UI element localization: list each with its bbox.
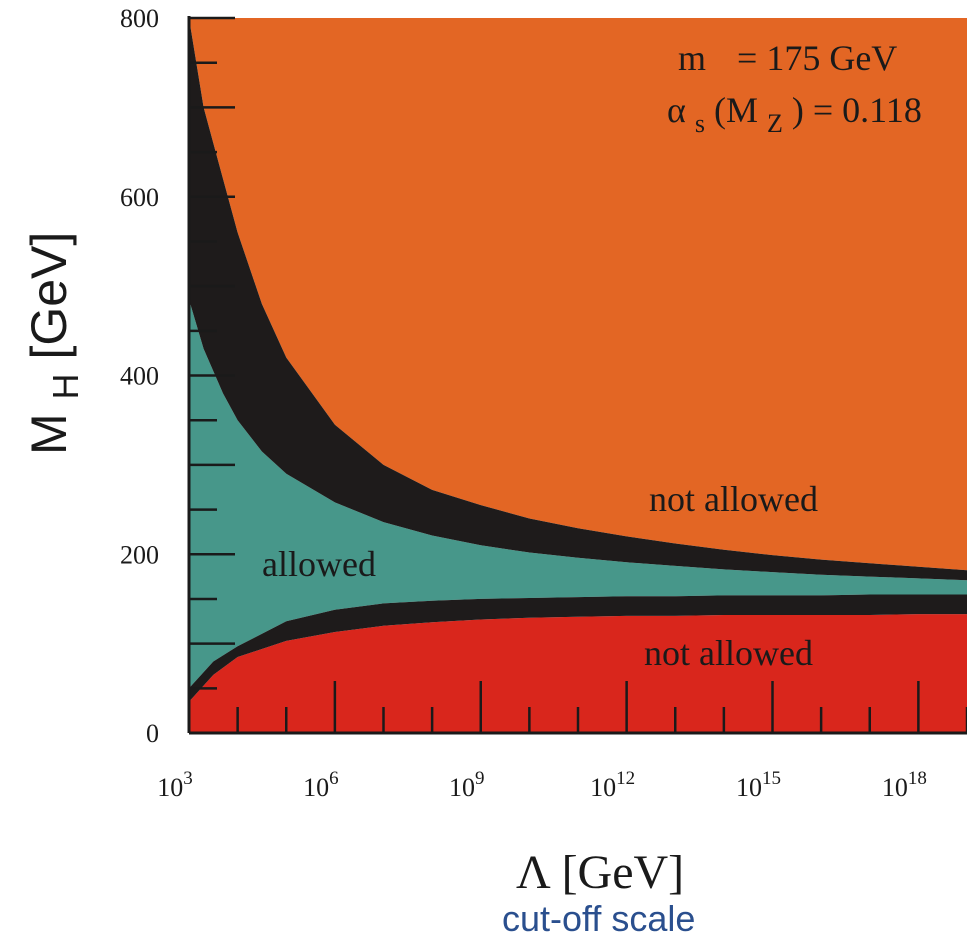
y-tick-label: 800 [120, 4, 159, 33]
y-axis-label-unit: [GeV] [21, 232, 77, 360]
param-alpha-symbol: α [667, 90, 686, 130]
region-label-allowed: allowed [262, 544, 376, 584]
y-axis-label-main: M [21, 413, 77, 455]
chart-ticks: 0 200 400 600 800 103 106 109 1012 1015 1018 [120, 4, 967, 802]
y-axis-label-sub: H [45, 373, 86, 399]
x-tick-label: 1015 [736, 768, 781, 802]
parameter-annotation: m = 175 GeV α s (M Z ) = 0.118 [667, 38, 922, 140]
region-allowed [189, 299, 967, 689]
y-tick-label: 600 [120, 183, 159, 212]
band-lower-bound [189, 594, 967, 702]
region-label-not-allowed-upper: not allowed [649, 479, 818, 519]
svg-text:α s (M Z: α s (M Z ) = 0.118 [667, 90, 922, 140]
x-axis-label: Λ [GeV] [516, 846, 684, 899]
param-alpha-close: ) = 0.118 [792, 90, 922, 130]
svg-text:m = 175 GeV: m = 175 GeV [678, 38, 897, 78]
y-tick-label: 200 [120, 540, 159, 569]
svg-text:M H [GeV]: M H [GeV] [21, 232, 89, 455]
param-mass-value: = 175 GeV [737, 38, 897, 78]
x-tick-label: 1012 [590, 768, 635, 802]
x-tick-label: 1018 [882, 768, 927, 802]
region-label-not-allowed-lower: not allowed [644, 633, 813, 673]
region-not-allowed-upper [189, 18, 967, 571]
chart-bands [189, 18, 967, 702]
x-tick-label: 109 [449, 768, 485, 802]
param-alpha-sub: s [695, 109, 705, 138]
x-axis-subtitle: cut-off scale [502, 898, 695, 938]
param-alpha-open: (M [714, 90, 758, 130]
y-tick-label: 0 [146, 719, 159, 748]
y-axis-label: M H [GeV] [21, 232, 89, 455]
x-tick-label: 106 [303, 768, 339, 802]
param-mass-symbol: m [678, 38, 706, 78]
x-tick-label: 103 [157, 768, 193, 802]
chart-regions [189, 18, 967, 733]
param-alpha-z: Z [767, 109, 783, 138]
y-tick-label: 400 [120, 362, 159, 391]
